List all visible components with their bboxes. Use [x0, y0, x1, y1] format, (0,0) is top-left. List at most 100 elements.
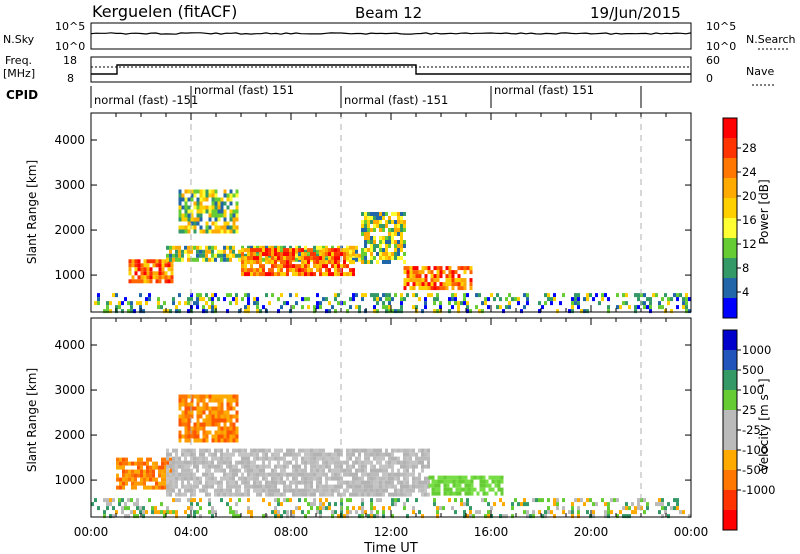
echo-cell [244, 264, 247, 269]
echo-cell [178, 257, 181, 262]
echo-cell [208, 452, 211, 457]
echo-cell [229, 189, 233, 194]
echo-cell [271, 452, 274, 457]
echo-cell [346, 468, 349, 473]
echo-cell [265, 476, 268, 481]
echo-cell [334, 464, 337, 469]
echo-cell [316, 472, 319, 477]
echo-cell [619, 305, 622, 310]
echo-cell [328, 268, 331, 273]
echo-cell [232, 253, 235, 258]
echo-cell [431, 491, 435, 496]
echo-cell [181, 434, 185, 439]
echo-cell [658, 498, 661, 503]
echo-cell [316, 480, 319, 485]
echo-cell [217, 448, 220, 453]
echo-cell [250, 248, 253, 253]
echo-cell [494, 475, 498, 480]
echo-cell [253, 252, 256, 257]
echo-cell [394, 460, 397, 465]
echo-cell [295, 257, 298, 262]
echo-cell [364, 232, 367, 236]
echo-cell [430, 282, 434, 287]
echo-cell [388, 456, 391, 461]
echo-cell [244, 309, 247, 314]
echo-cell [280, 476, 283, 481]
echo-cell [155, 275, 159, 280]
echo-cell [181, 217, 185, 222]
echo-cell [232, 452, 235, 457]
echo-cell [385, 448, 388, 453]
echo-cell [628, 506, 631, 511]
echo-cell [178, 229, 182, 234]
echo-cell [169, 488, 172, 493]
echo-cell [103, 309, 106, 314]
echo-cell [319, 510, 322, 515]
echo-cell [152, 461, 155, 466]
echo-cell [400, 464, 403, 469]
echo-cell [256, 248, 259, 253]
echo-cell [253, 452, 256, 457]
echo-cell [400, 305, 403, 310]
echo-cell [211, 480, 214, 485]
echo-cell [157, 510, 160, 515]
echo-cell [199, 253, 202, 258]
echo-cell [208, 492, 211, 497]
echo-cell [331, 460, 334, 465]
echo-cell [223, 472, 226, 477]
echo-cell [164, 465, 167, 470]
echo-cell [343, 468, 346, 473]
echo-cell [358, 476, 361, 481]
echo-cell [134, 461, 137, 466]
echo-cell [229, 253, 232, 258]
echo-cell [385, 309, 388, 314]
echo-cell [304, 252, 307, 257]
echo-cell [466, 305, 469, 310]
echo-cell [385, 236, 388, 240]
echo-cell [304, 268, 307, 273]
echo-cell [622, 506, 625, 511]
echo-cell [385, 484, 388, 489]
echo-cell [214, 197, 218, 202]
echo-cell [436, 506, 439, 511]
echo-cell [259, 264, 262, 269]
echo-cell [128, 271, 132, 276]
echo-cell [476, 491, 480, 496]
echo-cell [175, 498, 178, 503]
echo-cell [325, 460, 328, 465]
echo-cell [358, 468, 361, 473]
echo-cell [470, 491, 474, 496]
echo-cell [688, 297, 691, 302]
echo-cell [169, 245, 172, 250]
echo-cell [130, 309, 133, 314]
echo-cell [298, 480, 301, 485]
echo-cell [376, 460, 379, 465]
echo-cell [500, 487, 504, 492]
echo-cell [607, 297, 610, 302]
echo-cell [328, 260, 331, 265]
echo-cell [244, 456, 247, 461]
echo-cell [220, 434, 224, 439]
echo-cell [406, 293, 409, 298]
echo-cell [226, 434, 230, 439]
echo-cell [137, 465, 140, 470]
echo-cell [376, 456, 379, 461]
echo-cell [181, 464, 184, 469]
echo-cell [262, 305, 265, 310]
echo-cell [436, 274, 440, 279]
echo-cell [397, 228, 400, 232]
echo-cell [322, 472, 325, 477]
echo-cell [262, 498, 265, 503]
echo-cell [643, 305, 646, 310]
echo-cell [571, 305, 574, 310]
echo-cell [181, 472, 184, 477]
echo-cell [94, 498, 97, 503]
echo-cell [418, 286, 422, 291]
echo-cell [436, 510, 439, 515]
echo-cell [310, 252, 313, 257]
echo-cell [127, 498, 130, 503]
echo-cell [349, 448, 352, 453]
echo-cell [676, 498, 679, 503]
echo-cell [541, 305, 544, 310]
echo-cell [505, 297, 508, 302]
